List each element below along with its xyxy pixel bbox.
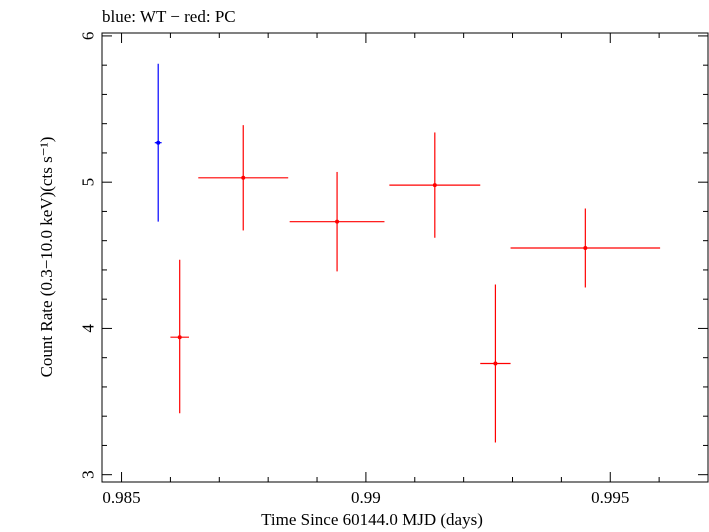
data-point: [289, 171, 385, 272]
y-axis-title: Count Rate (0.3−10.0 keV)(cts s⁻¹): [37, 137, 56, 378]
data-point: [154, 63, 162, 222]
data-point: [389, 132, 481, 238]
axis-tick-labels: 0.985 0.99 0.995 3 4 5 6: [79, 32, 630, 507]
x-tick-label: 0.99: [351, 488, 381, 507]
point-marker: [493, 361, 498, 366]
y-tick-label: 5: [79, 178, 98, 187]
point-marker: [335, 219, 340, 224]
axis-ticks: [102, 33, 709, 482]
data-point: [198, 125, 289, 231]
x-tick-label: 0.995: [591, 488, 629, 507]
chart-title: blue: WT − red: PC: [102, 7, 236, 26]
plot-frame: [101, 32, 709, 483]
point-marker: [583, 245, 588, 250]
point-marker: [432, 183, 437, 188]
x-tick-label: 0.985: [102, 488, 140, 507]
data-point: [510, 208, 661, 288]
point-marker: [156, 140, 161, 145]
data-point: [480, 284, 511, 443]
y-tick-label: 3: [79, 470, 98, 479]
series-pc: [170, 125, 661, 443]
data-layer: [154, 63, 661, 443]
point-marker: [177, 335, 182, 340]
y-tick-label: 6: [79, 32, 98, 41]
y-tick-label: 4: [79, 324, 98, 333]
series-wt: [154, 63, 162, 222]
x-axis-title: Time Since 60144.0 MJD (days): [261, 510, 483, 529]
point-marker: [241, 175, 246, 180]
data-point: [170, 259, 189, 414]
